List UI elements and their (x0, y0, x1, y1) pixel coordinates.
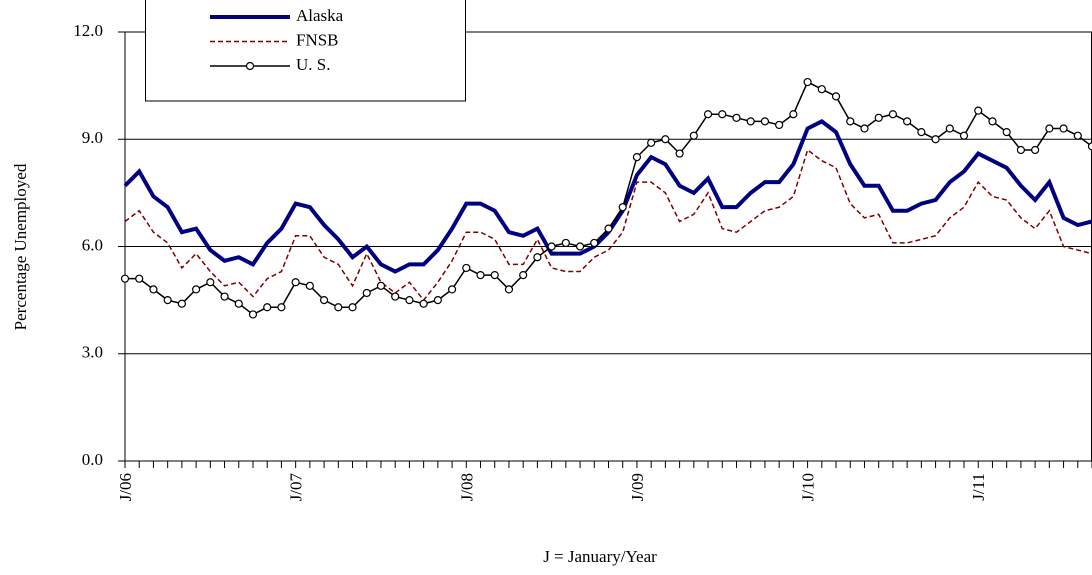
marker (675, 149, 684, 158)
marker (291, 278, 300, 287)
legend-label: U. S. (296, 55, 330, 74)
marker (362, 288, 371, 298)
marker (391, 292, 400, 301)
x-tick-label: J/09 (628, 473, 647, 501)
marker (888, 110, 898, 119)
marker (405, 296, 414, 305)
marker (860, 124, 869, 133)
marker (604, 224, 613, 233)
marker (248, 310, 258, 319)
marker (419, 299, 428, 308)
x-tick-label: J/11 (969, 473, 988, 501)
marker (789, 110, 798, 119)
marker (746, 117, 755, 126)
marker (519, 271, 528, 280)
marker (689, 131, 698, 140)
x-axis-label: J = January/Year (543, 547, 657, 566)
marker (447, 285, 457, 294)
marker (234, 299, 243, 308)
y-axis-label: Percentage Unemployed (11, 163, 30, 330)
marker (263, 303, 272, 312)
y-tick-label: 6.0 (82, 235, 103, 254)
marker (120, 274, 130, 283)
marker (348, 303, 357, 312)
marker (220, 292, 229, 301)
marker (1016, 145, 1025, 155)
marker (376, 281, 386, 290)
marker (874, 113, 883, 122)
marker (533, 253, 542, 262)
y-tick-label: 0.0 (82, 450, 103, 469)
marker (476, 271, 485, 280)
y-tick-label: 3.0 (82, 343, 103, 362)
marker (831, 92, 841, 101)
marker (490, 271, 499, 280)
marker (177, 299, 186, 308)
marker (433, 296, 442, 305)
marker (931, 135, 940, 144)
x-tick-label: J/06 (116, 473, 135, 501)
legend-label: Alaska (296, 6, 344, 25)
marker (647, 138, 656, 147)
marker (590, 238, 599, 248)
marker (206, 278, 215, 287)
marker (1045, 124, 1054, 133)
series-line (125, 81, 1092, 316)
marker (1073, 131, 1082, 140)
marker (1087, 142, 1092, 151)
marker (917, 128, 926, 137)
y-tick-label: 9.0 (82, 128, 103, 147)
marker (618, 203, 627, 212)
marker (945, 124, 954, 133)
marker (817, 85, 826, 94)
marker (547, 242, 556, 251)
marker (561, 238, 570, 248)
marker (1031, 145, 1040, 155)
marker (334, 303, 343, 312)
marker (703, 110, 713, 119)
marker (803, 77, 812, 87)
marker (1002, 128, 1011, 137)
marker (732, 113, 741, 122)
marker (974, 106, 983, 115)
x-tick-label: J/07 (287, 473, 306, 502)
legend-box (145, 0, 466, 102)
legend-label: FNSB (296, 30, 339, 49)
marker (1059, 124, 1068, 133)
marker (163, 296, 172, 305)
marker (760, 117, 770, 126)
marker (504, 285, 514, 294)
x-tick-label: J/08 (457, 473, 476, 501)
marker (718, 110, 727, 119)
marker (135, 274, 144, 283)
marker (775, 120, 784, 130)
marker (988, 117, 997, 126)
marker (661, 135, 670, 144)
legend-marker (245, 61, 255, 71)
y-tick-label: 12.0 (73, 21, 103, 40)
marker (192, 285, 201, 294)
x-tick-label: J/10 (799, 473, 818, 501)
marker (319, 296, 329, 305)
marker (903, 117, 912, 126)
marker (149, 285, 158, 294)
marker (462, 263, 471, 273)
marker (575, 242, 585, 251)
marker (959, 131, 969, 140)
marker (846, 117, 855, 126)
marker (632, 153, 642, 162)
marker (305, 281, 314, 290)
marker (277, 303, 286, 312)
